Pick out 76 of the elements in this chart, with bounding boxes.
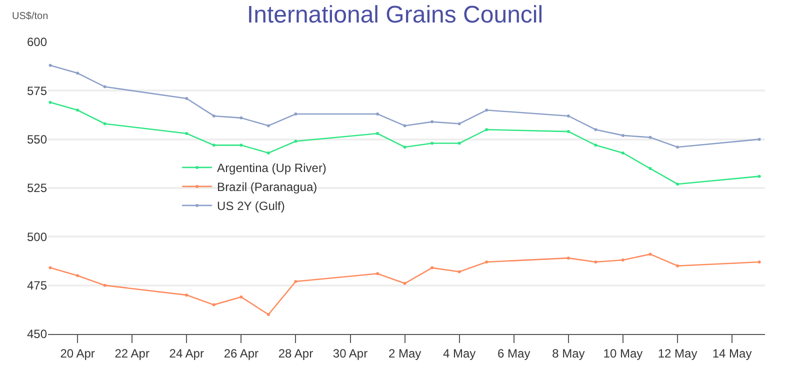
point <box>758 174 761 178</box>
point <box>266 124 270 128</box>
point <box>212 144 216 147</box>
y-tick-label: 575 <box>26 84 48 98</box>
point <box>758 138 761 141</box>
x-tick-label: 20 Apr <box>60 346 95 360</box>
point <box>212 303 216 306</box>
legend-label: Brazil (Paranagua) <box>217 180 318 194</box>
point <box>485 108 488 112</box>
x-tick-label: 24 Apr <box>169 346 204 360</box>
line-series <box>48 64 761 149</box>
point <box>430 142 434 145</box>
x-tick-label: 10 May <box>603 346 643 360</box>
point <box>594 260 598 264</box>
point <box>458 270 461 274</box>
point <box>430 266 434 270</box>
point <box>458 122 461 126</box>
point <box>648 252 652 256</box>
y-tick-label: 475 <box>26 278 48 293</box>
x-tick-label: 12 May <box>658 346 698 360</box>
x-tick-label: 14 May <box>712 346 752 360</box>
point <box>485 128 488 132</box>
point <box>103 122 106 126</box>
x-tick-label: 8 May <box>552 346 585 360</box>
point <box>212 114 216 118</box>
point <box>48 100 52 104</box>
point <box>403 124 406 128</box>
point <box>566 256 570 260</box>
point <box>294 280 298 283</box>
point <box>185 132 188 135</box>
point <box>648 167 652 170</box>
point <box>676 146 680 149</box>
x-tick-label: 30 Apr <box>332 346 368 360</box>
point <box>240 144 243 147</box>
point <box>403 282 406 285</box>
x-tick-label: 6 May <box>498 346 530 360</box>
x-tick-label: 28 Apr <box>278 346 314 360</box>
point <box>76 108 80 112</box>
point <box>48 64 52 67</box>
point <box>648 136 652 139</box>
point <box>594 128 598 132</box>
point <box>430 120 434 124</box>
x-tick-label: 4 May <box>442 346 476 360</box>
point <box>294 140 298 143</box>
x-tick-label: 26 Apr <box>224 346 259 360</box>
point <box>594 144 598 147</box>
y-tick-label: 550 <box>26 132 48 147</box>
point <box>185 294 188 297</box>
y-axis-title: US$/ton <box>12 11 48 22</box>
y-tick-label: 600 <box>26 35 48 50</box>
point <box>758 260 761 264</box>
point <box>266 151 270 154</box>
x-tick-label: 22 Apr <box>114 346 150 360</box>
point <box>676 264 680 268</box>
x-tick-label: 2 May <box>388 346 422 360</box>
line-series <box>48 252 761 316</box>
chart-title: International Grains Council <box>246 1 544 28</box>
point <box>103 85 106 88</box>
point <box>294 112 298 116</box>
point <box>103 284 106 287</box>
point <box>266 313 270 316</box>
point <box>458 142 461 145</box>
y-tick-label: 525 <box>26 181 48 196</box>
point <box>76 72 80 75</box>
point <box>376 272 380 276</box>
legend-label: Argentina (Up River) <box>217 161 326 176</box>
point <box>240 296 243 299</box>
legend-label: US 2Y (Gulf) <box>217 199 285 214</box>
y-tick-label: 500 <box>26 230 48 244</box>
point <box>676 182 680 186</box>
point <box>185 96 188 100</box>
point <box>48 266 52 270</box>
point <box>403 146 406 149</box>
y-tick-label: 450 <box>26 327 48 342</box>
point <box>76 274 80 278</box>
point <box>240 116 243 120</box>
